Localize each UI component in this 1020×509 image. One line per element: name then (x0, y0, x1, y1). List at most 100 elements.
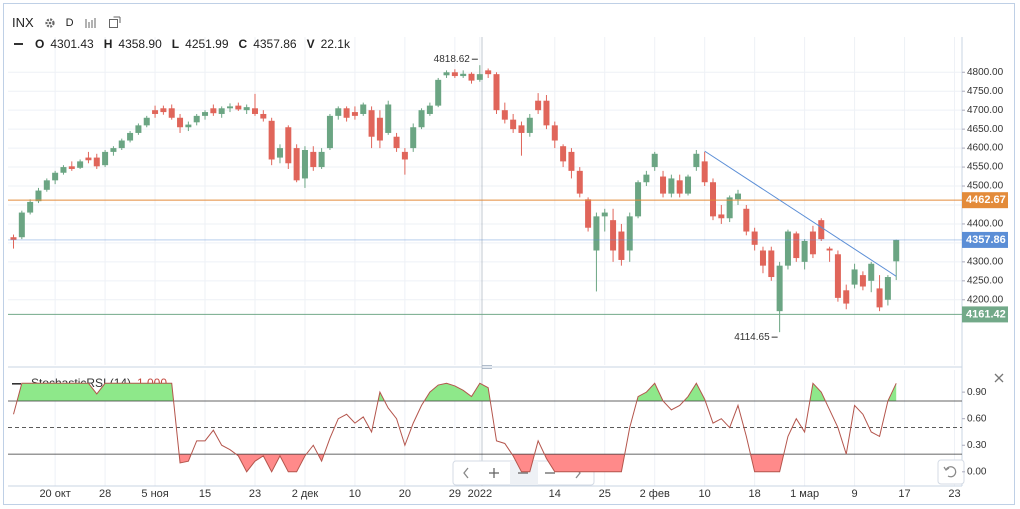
y-tick-label: 0.90 (967, 387, 987, 398)
level-label: 4161.42 (966, 308, 1006, 320)
legend-toggle[interactable] (12, 383, 21, 385)
candle-body (485, 70, 492, 75)
candle-body (535, 100, 542, 111)
compare-icon[interactable] (108, 16, 121, 29)
settings-icon[interactable] (44, 17, 56, 29)
candle-body (301, 149, 308, 179)
candle-body (493, 74, 500, 111)
candle-body (410, 127, 417, 149)
zoom-in[interactable] (489, 468, 499, 478)
candle-body (127, 132, 134, 141)
field-value: 22.1k (320, 37, 350, 51)
candle-body (543, 100, 550, 126)
candle-body (335, 108, 342, 116)
interval[interactable]: D (65, 16, 74, 29)
level-label-bg (962, 192, 1008, 209)
candle-body (35, 190, 42, 202)
candle-body (818, 220, 825, 240)
close-indicator[interactable] (994, 373, 1004, 383)
x-tick-label: 17 (898, 488, 910, 500)
indicator-line (13, 382, 897, 473)
x-tick-label: 20 (399, 488, 411, 500)
candle-body (202, 112, 209, 116)
candle-body (351, 112, 358, 116)
candle-body (243, 107, 250, 111)
candle-body (43, 180, 50, 190)
y-tick-label: 4750.00 (967, 86, 1004, 97)
candle-body (768, 250, 775, 278)
price-series (10, 65, 900, 333)
candle-body (693, 153, 700, 168)
y-tick-label: 0.30 (967, 440, 987, 451)
level-label: 4462.67 (966, 194, 1006, 206)
candle-body (227, 106, 234, 109)
last-price-label: 4357.86 (966, 234, 1006, 246)
x-tick-label: 23 (948, 488, 960, 500)
candle-body (601, 212, 608, 217)
chart-style-icon[interactable] (84, 17, 98, 29)
candle-body (152, 110, 159, 114)
candle-body (293, 148, 300, 181)
candle-body (685, 176, 692, 194)
candle-body (102, 151, 109, 166)
overbought-fill (17, 383, 897, 401)
last-price-bg (962, 231, 1008, 248)
y-tick-label: 4400.00 (967, 219, 1004, 230)
x-tick-label: 29 (449, 488, 461, 500)
candle-body (759, 250, 766, 266)
field-value: 4358.90 (118, 37, 162, 51)
candle-body (318, 151, 325, 168)
ticker: INX (12, 15, 34, 30)
y-tick-label: 0.00 (967, 466, 987, 477)
candle-body (668, 178, 675, 194)
candle-body (360, 104, 367, 114)
candle-body (10, 237, 17, 240)
candle-body (85, 157, 92, 161)
x-tick-label: 2 дек (292, 488, 319, 500)
y-tick-label: 4650.00 (967, 124, 1004, 135)
candle-body (310, 151, 317, 168)
field-key: V (306, 37, 315, 51)
y-tick-label: 4550.00 (967, 162, 1004, 173)
candle-body (676, 180, 683, 194)
x-tick-label: 10 (349, 488, 361, 500)
ohlc-legend: O 4301.43 H 4358.90 L 4251.99 C 4357.86 V 22.1k (14, 37, 354, 51)
candle-body (643, 174, 650, 183)
candle-body (476, 74, 483, 80)
y-tick-label: 4200.00 (967, 294, 1004, 305)
candle-body (60, 167, 67, 173)
candle-body (177, 117, 184, 128)
candle-body (468, 73, 475, 81)
candle-body (585, 199, 592, 228)
candle-body (393, 136, 400, 149)
candle-body (784, 231, 791, 266)
candle-body (793, 233, 800, 259)
candle-body (443, 72, 450, 76)
reset-button[interactable] (937, 459, 965, 485)
scroll-left[interactable] (463, 467, 469, 479)
candle-body (385, 104, 392, 133)
candle-body (751, 231, 758, 245)
trendline (704, 150, 897, 277)
candle-body (626, 216, 633, 251)
pane-handle (482, 365, 492, 369)
field-key: H (103, 37, 113, 51)
candle-body (593, 216, 600, 251)
y-tick-label: 4300.00 (967, 257, 1004, 268)
candle-body (776, 265, 783, 312)
candle-body (660, 176, 667, 194)
x-tick-label: 2 фев (640, 488, 670, 500)
candle-body (68, 166, 75, 169)
candle-body (801, 241, 808, 262)
y-tick-label: 4600.00 (967, 143, 1004, 154)
legend-toggle[interactable] (14, 43, 23, 45)
x-tick-label: 28 (99, 488, 111, 500)
x-tick-label: 18 (749, 488, 761, 500)
candle-body (734, 193, 741, 200)
x-tick-label: 1 мар (790, 488, 819, 500)
x-tick-label: 25 (599, 488, 611, 500)
candle-body (218, 108, 225, 114)
candle-body (160, 108, 167, 113)
x-tick-label: 15 (199, 488, 211, 500)
